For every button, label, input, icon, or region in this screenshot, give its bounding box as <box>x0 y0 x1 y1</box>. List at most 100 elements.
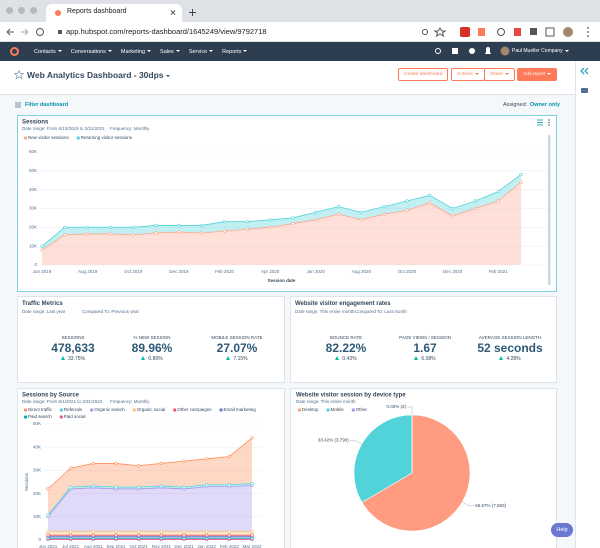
new-tab <box>192 9 193 16</box>
chat-icon[interactable] <box>581 88 588 93</box>
search-icon[interactable] <box>435 48 441 54</box>
metric-change: 0.43% <box>301 356 391 362</box>
y-tick-label: 0 <box>38 537 41 542</box>
window-minimize[interactable] <box>18 7 25 14</box>
notifications-icon[interactable] <box>485 47 491 54</box>
y-tick-label: 10K <box>29 243 37 248</box>
point <box>159 484 163 488</box>
share-button[interactable]: Share <box>484 68 515 81</box>
metric-value: 1.67 <box>413 341 437 355</box>
leader-line <box>462 501 475 507</box>
point <box>86 232 90 236</box>
point <box>114 485 118 489</box>
slice-label: 66.57% (7,550) <box>475 503 506 508</box>
point <box>114 530 118 534</box>
pie-slice <box>353 414 413 503</box>
line <box>41 181 522 251</box>
hubspot-logo[interactable] <box>10 47 19 56</box>
nav-item[interactable]: Conversations <box>71 49 112 55</box>
collapse-icon[interactable] <box>580 67 589 75</box>
filter-icon <box>15 102 21 108</box>
profile-avatar[interactable] <box>563 27 573 37</box>
bookmark-icon[interactable] <box>433 27 447 38</box>
point <box>182 533 186 537</box>
date-range: Date range: Last year <box>22 309 66 314</box>
y-tick-label: 40K <box>29 187 37 192</box>
window-maximize[interactable] <box>30 7 37 14</box>
extension[interactable] <box>514 28 521 36</box>
nav-item[interactable]: Contacts <box>34 49 62 55</box>
legend-label: Organic search <box>94 407 125 412</box>
point <box>137 464 141 468</box>
favorite-star[interactable] <box>14 70 24 80</box>
area <box>48 437 252 515</box>
legend-label: Direct traffic <box>28 407 53 412</box>
window-close[interactable] <box>6 7 13 14</box>
area <box>42 182 521 265</box>
legend-label: Mobile <box>331 407 345 412</box>
extension[interactable] <box>460 27 470 37</box>
reload-button[interactable] <box>36 28 44 36</box>
point <box>40 244 44 248</box>
compared-to: Compared To: Previous year <box>82 309 139 314</box>
nav-item[interactable]: Sales <box>160 49 180 55</box>
x-axis-label: Session date <box>268 278 296 283</box>
metric-value: 478,633 <box>51 341 95 355</box>
nav-item[interactable]: Marketing <box>121 49 151 55</box>
point <box>205 530 209 534</box>
point <box>131 233 135 237</box>
account-name[interactable]: Paul Mueller Company <box>512 48 569 54</box>
user-avatar[interactable] <box>500 46 510 56</box>
legend-label: Referrals <box>64 407 83 412</box>
leader-line <box>349 439 362 445</box>
marketplace-icon[interactable] <box>452 48 458 54</box>
point <box>250 482 254 486</box>
extensions-menu[interactable] <box>530 28 537 35</box>
metric: BOUNCE RATE 82.22% 0.43% <box>301 335 391 362</box>
add-report-button[interactable]: Add report <box>517 68 558 81</box>
legend-marker <box>90 408 94 412</box>
point <box>291 221 295 226</box>
sidebar-toggle[interactable] <box>545 27 555 37</box>
metric-change: 6.08% <box>380 356 470 362</box>
extension[interactable] <box>478 28 485 36</box>
forward-button[interactable] <box>21 28 29 36</box>
help-button[interactable]: Help <box>551 523 573 537</box>
extension[interactable] <box>497 28 505 36</box>
date-range: Date range: This entire month <box>295 309 355 314</box>
y-tick-label: 20K <box>33 491 41 496</box>
filter-link[interactable]: Filter dashboard <box>25 102 69 108</box>
card-title: Website visitor engagement rates <box>295 301 391 307</box>
share-icon[interactable] <box>422 29 428 35</box>
assigned-value[interactable]: Owner only <box>530 102 560 108</box>
menu[interactable] <box>587 27 589 29</box>
card-settings-icon[interactable] <box>537 119 543 126</box>
point <box>205 457 209 461</box>
x-tick-label: Dec 2019 <box>169 269 189 274</box>
point <box>222 229 227 233</box>
x-tick-label: Jun 2021 <box>39 544 58 548</box>
date-range: Date range: From 6/1/2021 to 3/31/2022 <box>22 399 103 404</box>
back-button[interactable] <box>6 28 14 36</box>
legend-marker <box>132 408 136 412</box>
point <box>450 206 455 211</box>
area <box>42 174 521 250</box>
nav-item[interactable]: Service <box>189 49 213 55</box>
dashboard-title[interactable]: Web Analytics Dashboard - 30dps <box>27 70 170 80</box>
right-sidebar <box>575 61 600 548</box>
y-tick-label: 30K <box>29 206 37 211</box>
nav-item[interactable]: Reports <box>222 49 247 55</box>
point <box>182 485 186 489</box>
point <box>131 225 135 229</box>
settings-icon[interactable] <box>469 48 475 54</box>
x-tick-label: Apr 2020 <box>261 269 280 274</box>
url[interactable]: app.hubspot.com/reports-dashboard/164524… <box>66 27 267 36</box>
point <box>450 214 455 218</box>
create-dashboard-button[interactable]: Create dashboard <box>398 68 449 81</box>
legend-marker <box>326 408 330 412</box>
metric-change: 7.15% <box>192 356 282 362</box>
y-tick-label: 20K <box>29 225 37 230</box>
tab[interactable]: Reports dashboard <box>46 4 182 22</box>
point <box>473 206 477 211</box>
metric-label: MOBILE SESSION RATE <box>211 335 263 340</box>
